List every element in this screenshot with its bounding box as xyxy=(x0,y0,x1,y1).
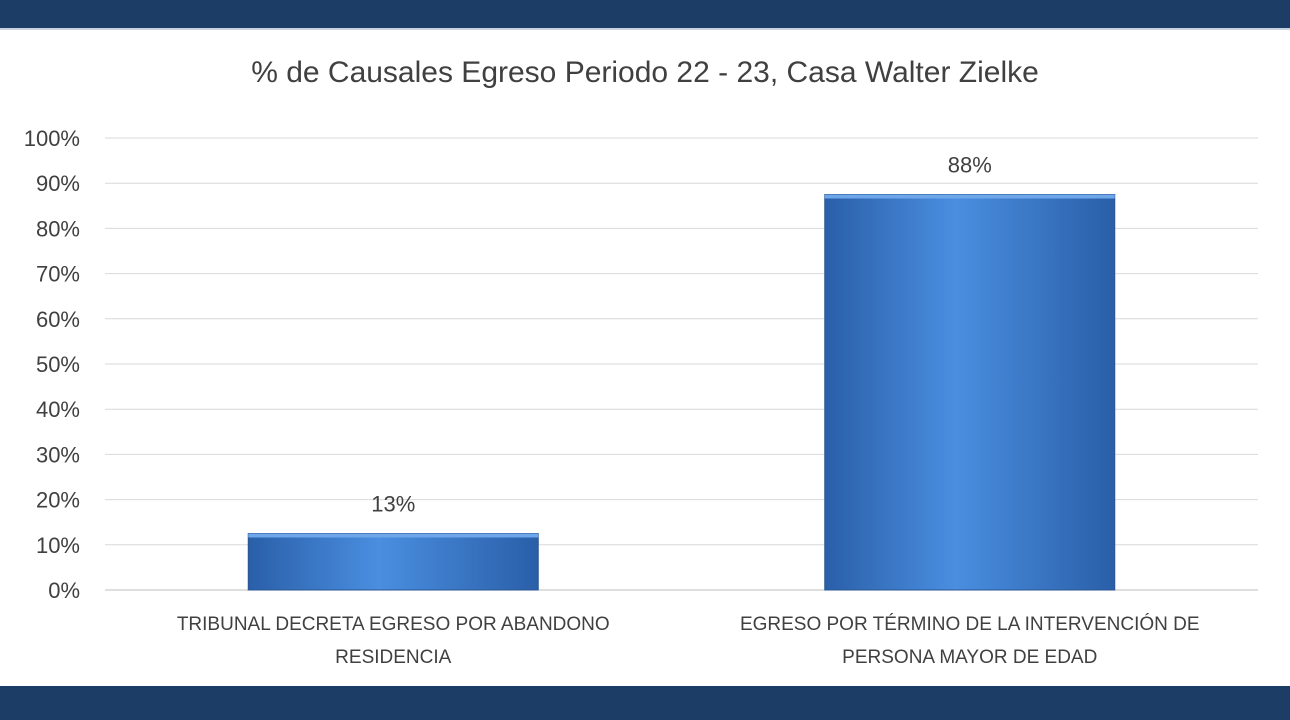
y-tick-label: 70% xyxy=(36,262,80,287)
y-tick-label: 60% xyxy=(36,307,80,332)
bar-highlight xyxy=(824,194,1115,199)
x-category-label: TRIBUNAL DECRETA EGRESO POR ABANDONO RESI… xyxy=(177,614,610,668)
chart-title: % de Causales Egreso Periodo 22 - 23, Ca… xyxy=(251,56,1039,89)
y-tick-label: 90% xyxy=(36,171,80,196)
y-tick-label: 20% xyxy=(36,488,80,513)
y-tick-label: 80% xyxy=(36,216,80,241)
y-tick-label: 10% xyxy=(36,533,80,558)
footer-band xyxy=(0,686,1290,720)
y-tick-label: 100% xyxy=(24,126,80,151)
y-tick-label: 50% xyxy=(36,352,80,377)
x-category-label: EGRESO POR TÉRMINO DE LA INTERVENCIÓN DE… xyxy=(740,613,1200,668)
y-tick-label: 40% xyxy=(36,397,80,422)
y-tick-label: 30% xyxy=(36,442,80,467)
header-band xyxy=(0,0,1290,30)
bar-highlight xyxy=(248,533,539,538)
data-label: 13% xyxy=(371,492,415,517)
bar xyxy=(247,533,539,591)
bar xyxy=(824,194,1116,591)
y-tick-label: 0% xyxy=(48,578,80,603)
data-label: 88% xyxy=(948,153,992,178)
